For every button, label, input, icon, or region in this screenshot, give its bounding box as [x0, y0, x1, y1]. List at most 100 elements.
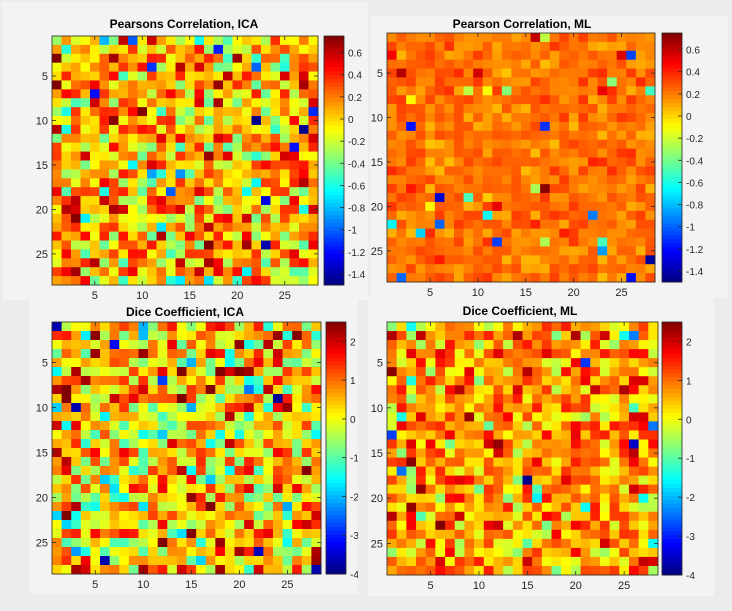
- heatmap-cell: [137, 196, 148, 206]
- heatmap-cell: [541, 385, 552, 395]
- heatmap-cell: [61, 249, 72, 259]
- heatmap-cell: [213, 213, 224, 224]
- heatmap-cell: [118, 62, 129, 72]
- heatmap-cell: [501, 219, 512, 230]
- heatmap-cell: [616, 184, 627, 194]
- heatmap-cell: [215, 394, 226, 404]
- heatmap-cell: [261, 204, 271, 215]
- heatmap-cell: [138, 529, 149, 539]
- colorbar-segment: [662, 476, 682, 481]
- heatmap-cell: [100, 529, 111, 539]
- heatmap-cell: [261, 160, 271, 170]
- heatmap-cell: [396, 556, 407, 567]
- heatmap-cell: [607, 95, 618, 105]
- heatmap-cell: [292, 412, 303, 422]
- colorbar-segment: [662, 40, 682, 46]
- heatmap-cell: [52, 340, 63, 350]
- heatmap-cell: [415, 157, 426, 167]
- heatmap-cell: [406, 86, 417, 96]
- heatmap-cell: [540, 59, 551, 69]
- heatmap-cell: [156, 196, 167, 206]
- heatmap-cell: [648, 466, 659, 477]
- heatmap-cell: [532, 565, 543, 576]
- heatmap-cell: [166, 44, 176, 55]
- heatmap-cell: [176, 484, 187, 494]
- heatmap-cell: [61, 412, 72, 422]
- heatmap-cell: [521, 228, 531, 238]
- heatmap-cell: [185, 267, 195, 277]
- heatmap-cell: [138, 349, 149, 359]
- heatmap-cell: [263, 394, 274, 404]
- colorbar-segment: [662, 412, 682, 418]
- heatmap-cell: [473, 139, 484, 149]
- heatmap-cell: [559, 86, 570, 96]
- heatmap-cell: [463, 95, 474, 105]
- heatmap-cell: [463, 237, 474, 247]
- heatmap-cell: [474, 538, 485, 549]
- heatmap-cell: [609, 529, 620, 540]
- heatmap-cell: [270, 36, 281, 46]
- heatmap-cell: [590, 529, 601, 540]
- heatmap-cell: [128, 169, 138, 179]
- colorbar-segment: [662, 507, 682, 513]
- heatmap-cell: [90, 556, 101, 566]
- heatmap-cell: [234, 376, 245, 386]
- heatmap-cell: [434, 210, 445, 221]
- heatmap-cell: [166, 133, 176, 144]
- heatmap-cell: [463, 139, 474, 149]
- heatmap-cell: [406, 148, 417, 158]
- heatmap-cell: [568, 157, 579, 167]
- heatmap-cell: [224, 421, 235, 431]
- heatmap-cell: [493, 538, 504, 549]
- heatmap-cell: [503, 484, 514, 495]
- colorbar-segment: [662, 381, 682, 386]
- heatmap-cell: [493, 421, 504, 431]
- heatmap-cell: [463, 219, 474, 230]
- heatmap-cell: [607, 86, 618, 96]
- heatmap-cell: [501, 237, 512, 247]
- colorbar-segment: [326, 377, 346, 382]
- heatmap-cell: [578, 77, 589, 87]
- heatmap-cell: [100, 322, 111, 332]
- heatmap-cell: [607, 246, 618, 256]
- heatmap-cell: [454, 412, 465, 422]
- heatmap-cell: [492, 210, 503, 221]
- heatmap-cell: [99, 249, 110, 259]
- heatmap-cell: [311, 493, 322, 503]
- heatmap-cell: [90, 71, 100, 81]
- heatmap-cell: [483, 466, 494, 477]
- heatmap-cell: [99, 133, 110, 144]
- heatmap-cell: [521, 237, 531, 247]
- heatmap-cell: [512, 493, 523, 504]
- heatmap-cell: [415, 210, 426, 221]
- heatmap-cell: [501, 228, 512, 238]
- heatmap-cell: [541, 475, 552, 486]
- heatmap-cell: [71, 331, 82, 341]
- heatmap-cell: [272, 403, 283, 413]
- heatmap-cell: [387, 77, 397, 87]
- heatmap-cell: [396, 484, 407, 495]
- heatmap-cell: [128, 267, 138, 277]
- colorbar-tick-label: -3: [350, 531, 358, 542]
- heatmap-cell: [501, 264, 512, 274]
- heatmap-cell: [224, 448, 235, 458]
- heatmap-cell: [444, 33, 455, 43]
- colorbar-segment: [662, 456, 682, 461]
- heatmap-cell: [80, 394, 91, 404]
- heatmap-cell: [425, 340, 436, 350]
- heatmap-cell: [503, 421, 514, 431]
- heatmap-cell: [185, 178, 195, 188]
- colorbar-segment: [324, 121, 344, 126]
- heatmap-cell: [522, 520, 533, 531]
- heatmap-cell: [224, 385, 235, 395]
- heatmap-cell: [445, 340, 456, 350]
- heatmap-cell: [167, 502, 178, 512]
- heatmap-cell: [282, 529, 293, 539]
- heatmap-cell: [406, 201, 417, 212]
- heatmap-cell: [213, 187, 224, 197]
- heatmap-cell: [118, 133, 129, 144]
- heatmap-cell: [425, 210, 436, 221]
- heatmap-cell: [445, 493, 456, 504]
- heatmap-cell: [425, 547, 436, 558]
- heatmap-cell: [308, 62, 319, 72]
